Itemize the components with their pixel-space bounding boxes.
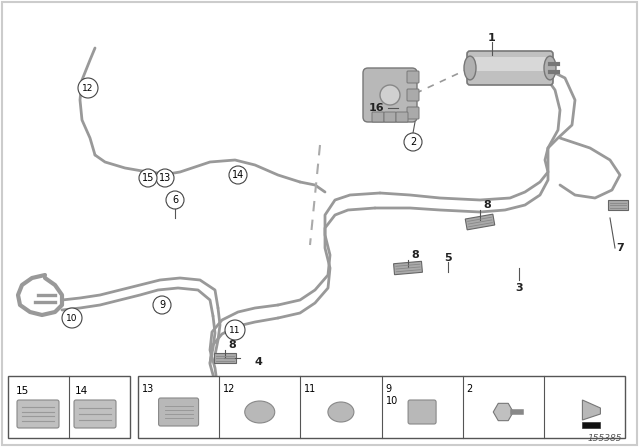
Polygon shape xyxy=(493,403,513,421)
Text: 15: 15 xyxy=(142,173,154,183)
Text: 11: 11 xyxy=(305,384,317,394)
FancyBboxPatch shape xyxy=(407,107,419,119)
Polygon shape xyxy=(608,200,628,210)
FancyBboxPatch shape xyxy=(17,400,59,428)
FancyBboxPatch shape xyxy=(159,398,198,426)
FancyBboxPatch shape xyxy=(8,376,130,438)
Circle shape xyxy=(380,85,400,105)
Text: 2: 2 xyxy=(410,137,416,147)
Text: 8: 8 xyxy=(411,250,419,260)
FancyBboxPatch shape xyxy=(396,112,408,122)
Text: 7: 7 xyxy=(616,243,624,253)
Text: 13: 13 xyxy=(142,384,154,394)
FancyBboxPatch shape xyxy=(467,51,553,85)
Text: 16: 16 xyxy=(369,103,385,113)
FancyBboxPatch shape xyxy=(363,68,417,122)
Circle shape xyxy=(153,296,171,314)
FancyBboxPatch shape xyxy=(372,112,384,122)
Circle shape xyxy=(156,169,174,187)
Circle shape xyxy=(404,133,422,151)
Circle shape xyxy=(229,166,247,184)
Text: 3: 3 xyxy=(515,283,523,293)
Polygon shape xyxy=(582,400,600,420)
Text: 1: 1 xyxy=(488,33,496,43)
Polygon shape xyxy=(394,261,422,275)
FancyBboxPatch shape xyxy=(408,400,436,424)
Text: 2: 2 xyxy=(467,384,473,394)
Circle shape xyxy=(225,320,245,340)
Text: 8: 8 xyxy=(483,200,491,210)
Circle shape xyxy=(166,191,184,209)
Text: 5: 5 xyxy=(444,253,452,263)
Text: 12: 12 xyxy=(83,83,93,92)
FancyBboxPatch shape xyxy=(74,400,116,428)
Polygon shape xyxy=(465,214,495,230)
Text: 15: 15 xyxy=(16,386,29,396)
FancyBboxPatch shape xyxy=(582,422,600,428)
Text: 10: 10 xyxy=(67,314,77,323)
FancyBboxPatch shape xyxy=(384,112,396,122)
FancyBboxPatch shape xyxy=(407,89,419,101)
Text: 9
10: 9 10 xyxy=(385,384,397,405)
Circle shape xyxy=(78,78,98,98)
Text: 11: 11 xyxy=(229,326,241,335)
Text: 14: 14 xyxy=(75,386,88,396)
Ellipse shape xyxy=(544,56,556,80)
Circle shape xyxy=(62,308,82,328)
FancyBboxPatch shape xyxy=(407,71,419,83)
Ellipse shape xyxy=(464,56,476,80)
Ellipse shape xyxy=(328,402,354,422)
Text: 155385: 155385 xyxy=(588,434,622,443)
Text: 12: 12 xyxy=(223,384,236,394)
Circle shape xyxy=(139,169,157,187)
Text: 13: 13 xyxy=(159,173,171,183)
Text: 6: 6 xyxy=(172,195,178,205)
Text: 14: 14 xyxy=(232,170,244,180)
FancyBboxPatch shape xyxy=(138,376,625,438)
Ellipse shape xyxy=(244,401,275,423)
FancyBboxPatch shape xyxy=(474,57,546,71)
Text: 9: 9 xyxy=(159,300,165,310)
Text: 4: 4 xyxy=(254,357,262,367)
Polygon shape xyxy=(214,353,236,363)
Text: 8: 8 xyxy=(228,340,236,350)
